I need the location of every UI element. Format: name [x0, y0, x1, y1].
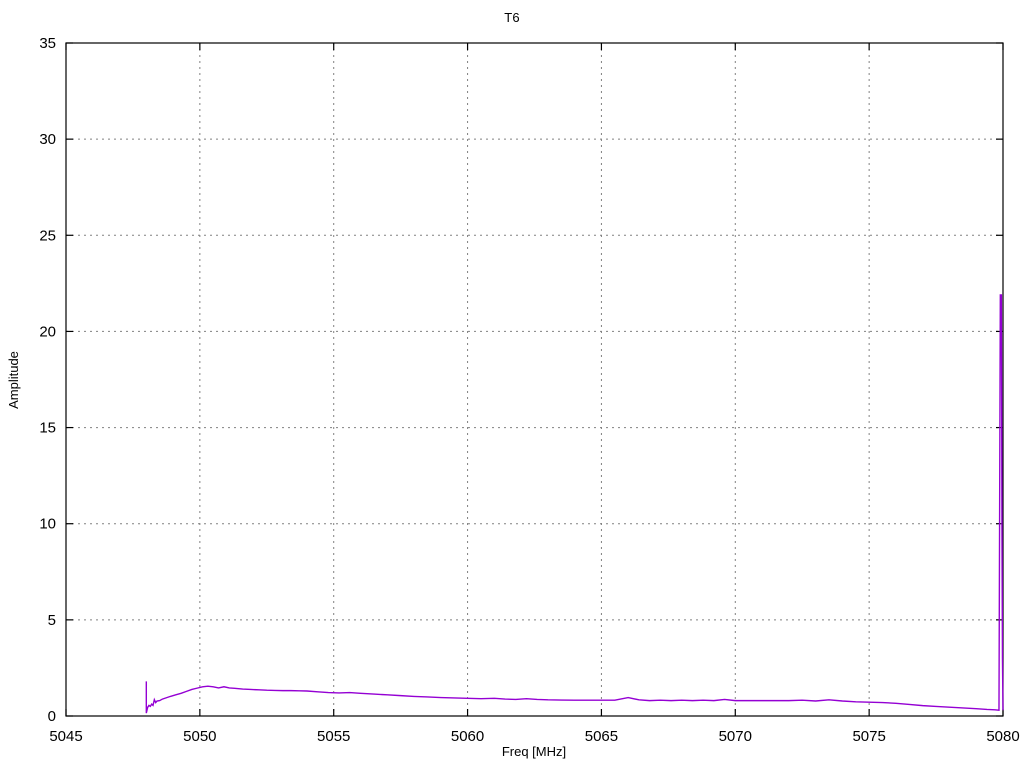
- y-axis-title: Amplitude: [6, 351, 21, 409]
- chart-title: T6: [504, 10, 520, 25]
- x-tick-label: 5045: [49, 728, 82, 745]
- y-tick-label: 30: [39, 131, 56, 148]
- x-tick-label: 5065: [585, 728, 618, 745]
- y-tick-label: 35: [39, 35, 56, 52]
- x-tick-label: 5070: [719, 728, 752, 745]
- y-tick-label: 20: [39, 323, 56, 340]
- axis-ticks: 5045 5050 5055 5060 5065 5070 5075 5080 0 5 10 15 20…: [39, 35, 1019, 745]
- y-tick-label: 15: [39, 420, 56, 437]
- plot-border: [65, 42, 1004, 717]
- x-tick-label: 5075: [852, 728, 885, 745]
- axis-labels: Amplitude Freq [MHz]: [6, 351, 566, 759]
- y-tick-label: 10: [39, 516, 56, 533]
- grid-lines: [66, 43, 1003, 716]
- x-tick-label: 5080: [986, 728, 1019, 745]
- x-tick-label: 5050: [183, 728, 216, 745]
- data-series-line: [145, 294, 1004, 714]
- plot-frame: [65, 42, 1004, 717]
- y-tick-label: 25: [39, 227, 56, 244]
- data-series-layer: [145, 294, 1004, 714]
- x-tick-label: 5055: [317, 728, 350, 745]
- y-tick-label: 0: [48, 708, 56, 725]
- y-tick-label: 5: [48, 612, 56, 629]
- x-axis-title: Freq [MHz]: [502, 744, 566, 759]
- x-tick-label: 5060: [451, 728, 484, 745]
